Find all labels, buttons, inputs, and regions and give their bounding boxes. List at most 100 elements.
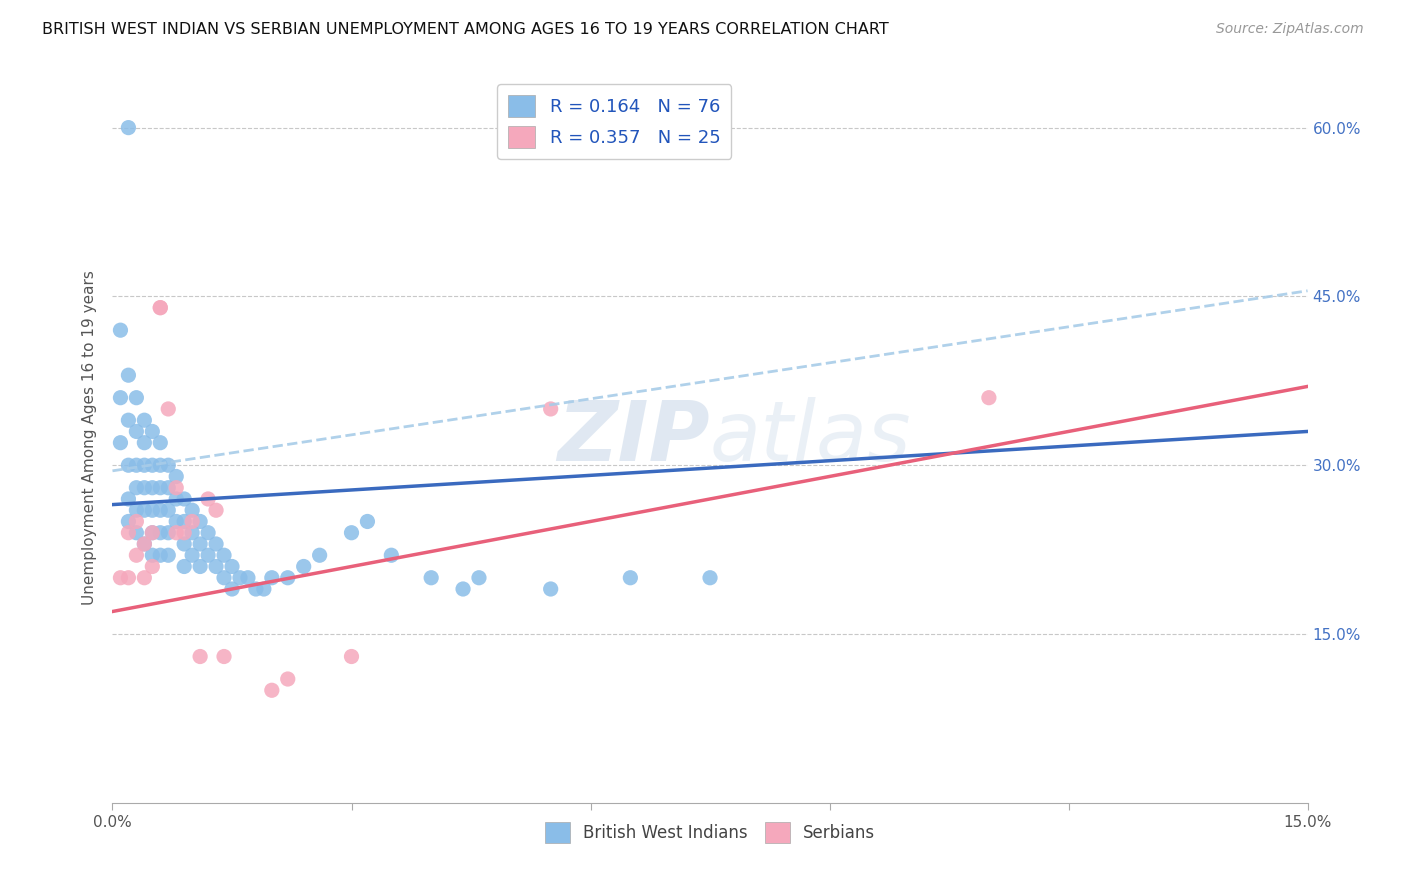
Point (157, 525, 180, 540)
Point (165, 515, 187, 529)
Point (134, 435, 156, 450)
Text: BRITISH WEST INDIAN VS SERBIAN UNEMPLOYMENT AMONG AGES 16 TO 19 YEARS CORRELATIO: BRITISH WEST INDIAN VS SERBIAN UNEMPLOYM… (42, 22, 889, 37)
Point (157, 481, 180, 495)
Point (149, 503, 172, 517)
Point (117, 458, 139, 473)
Point (141, 458, 163, 473)
Point (157, 503, 180, 517)
Point (173, 559, 195, 574)
Point (157, 458, 180, 473)
Point (134, 537, 156, 551)
Point (110, 571, 132, 585)
Point (356, 515, 378, 529)
Point (205, 559, 228, 574)
Point (125, 391, 148, 405)
Point (149, 481, 172, 495)
Point (149, 435, 172, 450)
Point (141, 425, 163, 439)
Point (221, 559, 243, 574)
Point (181, 503, 204, 517)
Point (173, 515, 195, 529)
Point (197, 548, 219, 562)
Point (977, 391, 1000, 405)
Point (134, 503, 156, 517)
Point (117, 368, 139, 383)
Point (277, 672, 299, 686)
Point (157, 401, 180, 416)
Point (277, 571, 299, 585)
Point (197, 525, 219, 540)
Point (188, 515, 211, 529)
Point (212, 649, 235, 664)
Point (125, 503, 148, 517)
Point (181, 548, 204, 562)
Point (380, 548, 402, 562)
Point (197, 491, 219, 506)
Point (141, 525, 163, 540)
Point (245, 582, 267, 596)
Point (134, 537, 156, 551)
Point (110, 391, 132, 405)
Point (117, 413, 139, 427)
Point (134, 571, 156, 585)
Point (181, 515, 204, 529)
Point (260, 683, 283, 698)
Point (149, 301, 172, 315)
Point (117, 515, 139, 529)
Point (212, 548, 235, 562)
Point (340, 649, 363, 664)
Text: atlas: atlas (710, 397, 911, 477)
Point (468, 571, 491, 585)
Text: ZIP: ZIP (557, 397, 710, 477)
Point (253, 582, 276, 596)
Point (125, 525, 148, 540)
Point (173, 491, 195, 506)
Point (540, 582, 562, 596)
Point (173, 525, 195, 540)
Point (260, 571, 283, 585)
Point (157, 548, 180, 562)
Point (117, 571, 139, 585)
Point (188, 559, 211, 574)
Point (188, 537, 211, 551)
Point (141, 548, 163, 562)
Point (212, 571, 235, 585)
Point (699, 571, 721, 585)
Point (117, 491, 139, 506)
Point (117, 525, 139, 540)
Point (308, 548, 330, 562)
Text: Source: ZipAtlas.com: Source: ZipAtlas.com (1216, 22, 1364, 37)
Point (420, 571, 443, 585)
Point (619, 571, 641, 585)
Point (125, 458, 148, 473)
Y-axis label: Unemployment Among Ages 16 to 19 years: Unemployment Among Ages 16 to 19 years (82, 269, 97, 605)
Legend: British West Indians, Serbians: British West Indians, Serbians (538, 815, 882, 849)
Point (149, 458, 172, 473)
Point (165, 525, 187, 540)
Point (221, 582, 243, 596)
Point (134, 413, 156, 427)
Point (205, 503, 228, 517)
Point (117, 120, 139, 135)
Point (149, 548, 172, 562)
Point (165, 491, 187, 506)
Point (141, 503, 163, 517)
Point (125, 425, 148, 439)
Point (110, 435, 132, 450)
Point (236, 571, 259, 585)
Point (173, 537, 195, 551)
Point (149, 301, 172, 315)
Point (141, 525, 163, 540)
Point (141, 559, 163, 574)
Point (110, 323, 132, 337)
Point (149, 525, 172, 540)
Point (134, 481, 156, 495)
Point (292, 559, 315, 574)
Point (134, 458, 156, 473)
Point (205, 537, 228, 551)
Point (125, 481, 148, 495)
Point (125, 548, 148, 562)
Point (125, 515, 148, 529)
Point (229, 571, 252, 585)
Point (188, 649, 211, 664)
